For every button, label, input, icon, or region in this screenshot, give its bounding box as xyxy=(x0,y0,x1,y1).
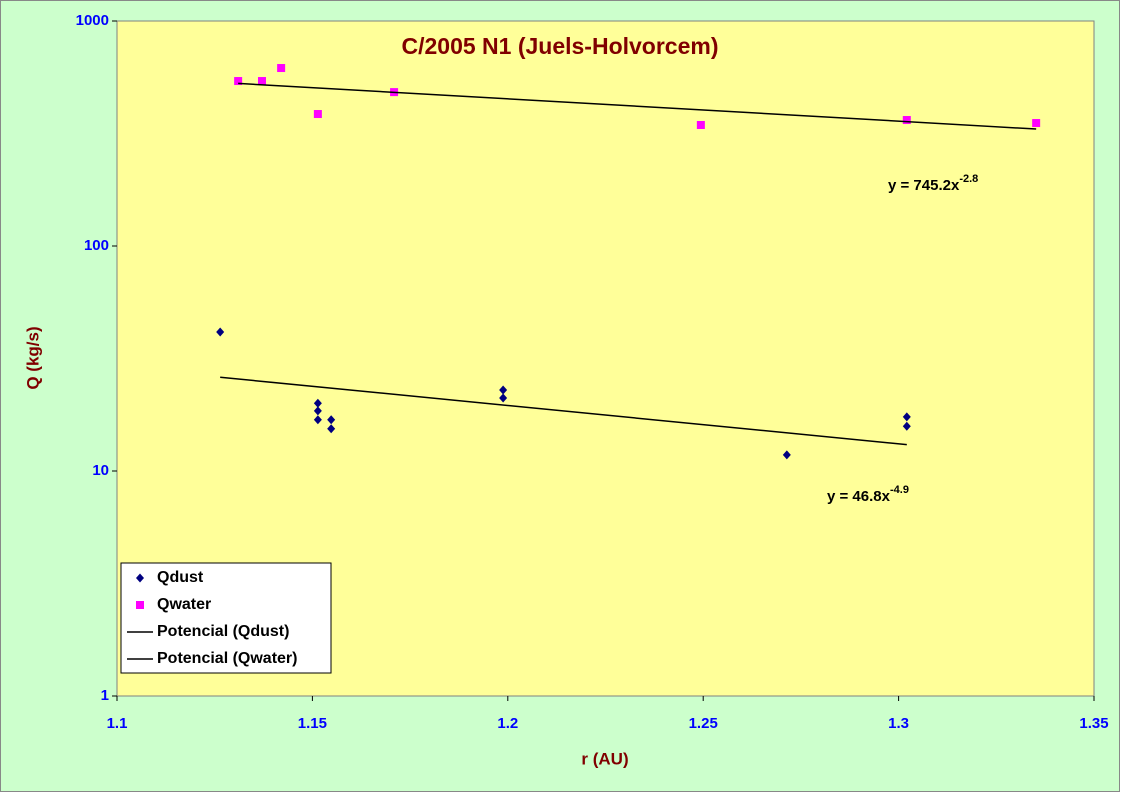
legend xyxy=(120,562,332,674)
dust-point xyxy=(327,424,336,434)
dust-point xyxy=(902,412,911,422)
equation-text: y = 46.8x xyxy=(827,488,891,505)
water-point xyxy=(696,120,705,129)
x-tick-label: 1.2 xyxy=(497,715,518,732)
y-tick-label: 100 xyxy=(84,237,109,254)
dust-point xyxy=(313,406,322,416)
water-point xyxy=(234,77,243,86)
x-tick-label: 1.3 xyxy=(888,715,909,732)
equation-exponent: -4.9 xyxy=(890,484,909,496)
dust-point xyxy=(313,398,322,408)
equation-exponent: -2.8 xyxy=(959,173,978,185)
trend-equation: y = 46.8x-4.9 xyxy=(827,484,909,505)
x-tick-label: 1.25 xyxy=(689,715,718,732)
x-tick-label: 1.35 xyxy=(1079,715,1108,732)
x-axis-title: r (AU) xyxy=(581,749,628,768)
y-tick-label: 1000 xyxy=(76,12,109,29)
y-axis-title: Q (kg/s) xyxy=(23,326,42,389)
legend-marker xyxy=(136,573,144,583)
water-point xyxy=(277,64,286,73)
dust-point xyxy=(499,393,508,403)
water-point xyxy=(902,116,911,125)
chart-title: C/2005 N1 (Juels-Holvorcem) xyxy=(401,33,718,59)
legend-marker xyxy=(136,601,144,609)
y-tick-label: 1 xyxy=(101,687,109,704)
dust-point xyxy=(313,415,322,425)
x-tick-label: 1.15 xyxy=(298,715,327,732)
legend-label: Qdust xyxy=(157,569,204,586)
trend-line xyxy=(238,82,1037,130)
dust-point xyxy=(782,450,791,460)
dust-point xyxy=(902,421,911,431)
water-point xyxy=(313,110,322,119)
x-tick-label: 1.1 xyxy=(107,715,128,732)
legend-label: Potencial (Qdust) xyxy=(157,623,289,640)
water-point xyxy=(257,77,266,86)
dust-point xyxy=(216,327,225,337)
trend-equation: y = 745.2x-2.8 xyxy=(888,173,978,194)
dust-point xyxy=(499,385,508,395)
water-point xyxy=(1032,119,1041,128)
dust-point xyxy=(327,415,336,425)
trend-line xyxy=(220,376,907,446)
legend-label: Potencial (Qwater) xyxy=(157,650,297,667)
legend-label: Qwater xyxy=(157,596,211,613)
y-tick-label: 10 xyxy=(92,462,109,479)
equation-text: y = 745.2x xyxy=(888,177,960,194)
